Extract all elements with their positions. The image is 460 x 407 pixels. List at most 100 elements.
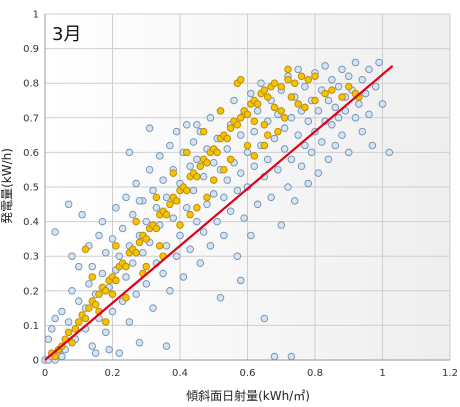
x-tick-label: 1: [379, 368, 385, 379]
data-point: [206, 114, 215, 122]
data-point: [233, 186, 242, 195]
data-point: [172, 252, 181, 260]
data-point: [287, 352, 296, 361]
data-point: [199, 172, 208, 181]
data-point: [226, 124, 235, 132]
data-point: [301, 103, 309, 112]
data-point: [301, 82, 309, 91]
data-point: [206, 242, 215, 250]
data-point: [155, 242, 164, 250]
data-point: [277, 221, 286, 229]
data-point: [91, 349, 100, 357]
data-point: [223, 145, 231, 153]
data-point: [186, 210, 194, 219]
data-point: [341, 107, 350, 115]
data-point: [294, 65, 302, 74]
data-point: [230, 96, 238, 105]
y-tick-label: 0.8: [23, 79, 39, 90]
data-point: [182, 204, 191, 212]
data-point: [294, 100, 302, 108]
data-point: [193, 217, 201, 226]
data-point: [345, 148, 353, 157]
data-point: [122, 262, 130, 271]
data-point: [267, 193, 275, 202]
data-point: [125, 318, 134, 326]
data-point: [108, 290, 117, 299]
data-point: [182, 186, 191, 195]
data-point: [176, 231, 184, 240]
axes: [44, 14, 450, 361]
data-point: [196, 259, 204, 267]
data-point: [176, 221, 184, 229]
data-point: [162, 342, 171, 350]
data-point: [209, 176, 218, 184]
data-point: [78, 210, 86, 219]
data-point: [149, 304, 157, 312]
x-tick-label: 0: [42, 368, 48, 379]
data-point: [155, 152, 164, 160]
data-point: [321, 89, 329, 98]
data-point: [162, 242, 171, 250]
data-point: [236, 131, 245, 139]
data-point: [193, 120, 201, 129]
data-point: [108, 307, 117, 316]
data-point: [328, 86, 336, 94]
data-point: [220, 231, 228, 240]
data-point: [287, 155, 296, 164]
data-point: [314, 107, 323, 115]
data-point: [243, 148, 252, 157]
data-point: [203, 193, 211, 202]
data-point: [345, 82, 353, 91]
y-axis-title: 発電量(kW/h): [0, 148, 14, 224]
data-point: [304, 75, 313, 84]
x-axis-title: 傾斜面日射量(kWh/㎡): [186, 388, 310, 403]
trendline-layer: [44, 65, 394, 361]
data-point: [253, 200, 262, 209]
data-point: [85, 280, 93, 288]
data-points: [41, 58, 394, 364]
data-point: [311, 72, 319, 81]
data-point: [368, 141, 377, 150]
data-point: [216, 107, 225, 115]
data-point: [51, 352, 59, 361]
y-tick-label: 0.2: [23, 286, 39, 297]
y-tick-label: 0.4: [23, 217, 39, 228]
data-point: [220, 165, 228, 174]
data-point: [101, 318, 110, 326]
data-point: [213, 217, 221, 226]
data-point: [247, 89, 255, 98]
data-point: [135, 197, 144, 205]
data-point: [95, 290, 103, 299]
data-point: [74, 262, 83, 271]
data-point: [152, 193, 161, 202]
data-point: [101, 287, 110, 295]
data-point: [139, 248, 147, 257]
data-point: [68, 287, 76, 295]
data-point: [145, 165, 154, 174]
data-point: [203, 159, 211, 167]
data-point: [118, 224, 127, 233]
data-point: [372, 82, 380, 91]
data-point: [250, 162, 258, 170]
data-point: [385, 148, 394, 157]
data-point: [122, 273, 130, 281]
data-point: [314, 169, 323, 177]
data-point: [301, 141, 309, 150]
data-point: [105, 345, 113, 354]
data-point: [334, 82, 343, 91]
data-point: [95, 231, 103, 240]
data-point: [338, 65, 346, 74]
data-point: [169, 169, 177, 177]
y-tick-label: 0.3: [23, 252, 39, 263]
data-point: [213, 148, 221, 157]
data-point: [193, 172, 201, 181]
data-point: [98, 269, 107, 278]
data-point: [253, 107, 262, 115]
data-point: [291, 197, 299, 205]
tick-labels: 0 0.1 0.2 0.3 0.4 0.5 0.6 0.7 0.8 0.9 1 0 0.2 0.4 0.6 0…: [23, 10, 458, 380]
data-point: [274, 127, 282, 136]
data-point: [142, 235, 150, 243]
data-point: [270, 103, 279, 112]
